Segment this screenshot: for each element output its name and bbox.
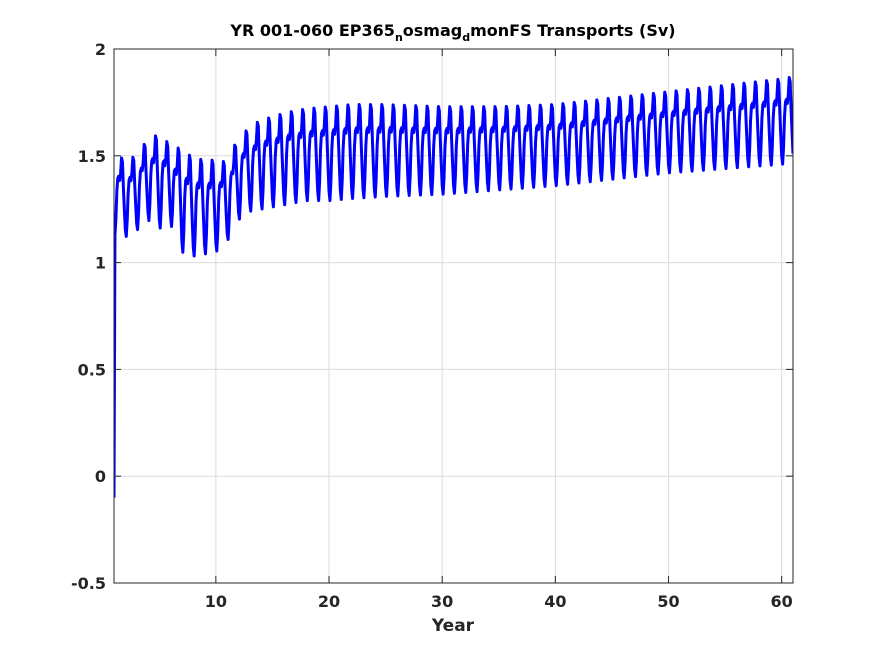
x-tick-label: 50 [657, 592, 679, 611]
title-text: osmag [403, 21, 462, 40]
series-line-transport [114, 75, 793, 498]
plot-frame [113, 48, 794, 584]
title-text: monFS Transports (Sv) [470, 21, 676, 40]
y-tick-label: -0.5 [71, 574, 106, 593]
title-text: YR 001-060 EP365 [229, 21, 395, 40]
x-tick-label: 30 [431, 592, 453, 611]
y-tick-label: 2 [95, 40, 106, 59]
y-tick-label: 1 [95, 254, 106, 273]
title-subscript: d [462, 31, 470, 44]
y-tick-label: 0 [95, 467, 106, 486]
x-axis-label: Year [431, 616, 475, 636]
x-tick-label: 40 [544, 592, 566, 611]
y-tick-label: 1.5 [78, 147, 106, 166]
x-tick-label: 20 [318, 592, 340, 611]
y-tick-label: 0.5 [78, 360, 106, 379]
title-subscript: n [395, 31, 403, 44]
axis-ticks [114, 48, 793, 584]
x-tick-label: 60 [771, 592, 793, 611]
x-tick-labels: 10 20 30 40 50 60 [205, 592, 793, 611]
x-tick-label: 10 [205, 592, 227, 611]
chart-title: YR 001-060 EP365nosmagdmonFS Transports … [229, 21, 675, 44]
y-tick-labels: -0.5 0 0.5 1 1.5 2 [71, 40, 106, 593]
series-group [114, 75, 793, 498]
